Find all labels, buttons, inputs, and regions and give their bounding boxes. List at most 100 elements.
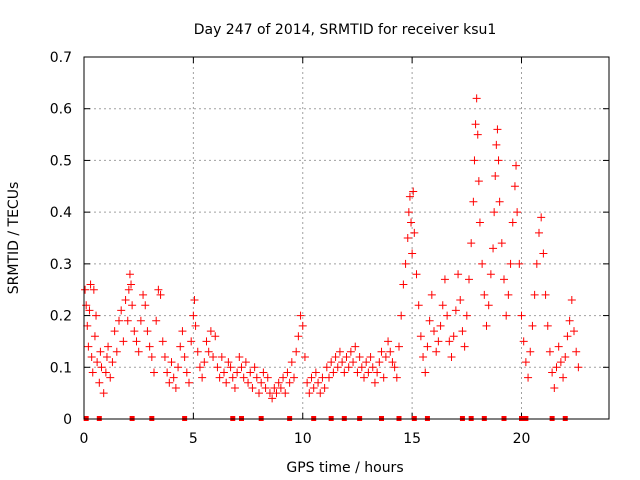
- data-point: [409, 187, 418, 196]
- data-point: [370, 378, 379, 387]
- data-point: [474, 177, 483, 186]
- data-point: [570, 327, 578, 336]
- data-point: [185, 378, 193, 387]
- data-point: [134, 347, 143, 356]
- data-points: [81, 94, 583, 421]
- data-point: [375, 358, 384, 367]
- data-point: [567, 296, 576, 305]
- data-point: [377, 347, 386, 356]
- data-point: [502, 311, 511, 320]
- data-point: [412, 270, 421, 279]
- data-point: [314, 378, 323, 387]
- data-point: [384, 337, 393, 346]
- data-point: [316, 389, 325, 398]
- data-point: [447, 352, 456, 361]
- x-tick-label: 15: [403, 431, 421, 447]
- data-point: [478, 259, 487, 268]
- data-point: [274, 378, 283, 387]
- data-point: [489, 244, 498, 253]
- data-point: [438, 301, 447, 310]
- data-point: [178, 327, 187, 336]
- data-point: [213, 363, 222, 372]
- data-point: [472, 94, 481, 103]
- data-point: [239, 373, 248, 382]
- data-point: [355, 352, 364, 361]
- data-point: [132, 337, 141, 346]
- data-point: [174, 363, 183, 372]
- data-point: [305, 389, 314, 398]
- data-point: [191, 321, 200, 330]
- y-tick-label: 0: [63, 412, 72, 428]
- data-point: [211, 332, 220, 341]
- data-point: [147, 352, 156, 361]
- data-point: [388, 358, 397, 367]
- data-point: [259, 368, 268, 377]
- data-point: [554, 342, 563, 351]
- data-point: [470, 156, 479, 165]
- data-point: [220, 368, 228, 377]
- data-point: [127, 280, 136, 289]
- y-tick-label: 0.5: [50, 153, 72, 169]
- data-point: [403, 234, 412, 242]
- data-point: [480, 290, 489, 299]
- data-point: [513, 208, 522, 217]
- data-point: [508, 218, 517, 227]
- data-point: [128, 301, 137, 310]
- data-point: [436, 321, 445, 330]
- data-point: [298, 321, 307, 330]
- data-point: [541, 290, 550, 299]
- data-point: [84, 342, 93, 351]
- data-point: [206, 327, 215, 336]
- data-point: [187, 337, 196, 346]
- data-point: [292, 347, 301, 356]
- data-point: [497, 239, 506, 248]
- data-point: [410, 228, 419, 237]
- data-point: [202, 337, 211, 346]
- data-point: [467, 239, 476, 248]
- data-point: [294, 332, 303, 341]
- data-point: [152, 316, 161, 325]
- data-point: [228, 373, 237, 382]
- data-point: [160, 352, 169, 361]
- data-point: [217, 352, 226, 361]
- data-point: [104, 342, 113, 351]
- data-point: [381, 352, 390, 361]
- data-point: [325, 373, 333, 382]
- data-point: [167, 358, 176, 367]
- data-point: [99, 389, 108, 398]
- data-point: [556, 358, 565, 367]
- y-axis-label: SRMTID / TECUs: [6, 182, 22, 295]
- data-point: [93, 358, 102, 367]
- data-point: [331, 352, 340, 361]
- data-point: [515, 259, 524, 268]
- data-point: [482, 321, 491, 330]
- data-point: [303, 378, 312, 387]
- data-point: [95, 378, 104, 387]
- data-point: [430, 327, 438, 336]
- data-point: [425, 316, 434, 325]
- data-point: [198, 373, 207, 382]
- data-point: [427, 290, 436, 299]
- data-point: [180, 352, 189, 361]
- data-point: [532, 259, 541, 268]
- data-point: [307, 373, 316, 382]
- data-point: [86, 280, 95, 289]
- data-point: [506, 259, 515, 268]
- data-point: [106, 373, 115, 382]
- plot-frame: [83, 56, 610, 420]
- data-point: [456, 296, 465, 305]
- data-point: [460, 342, 469, 351]
- data-point: [311, 368, 320, 377]
- data-point: [407, 218, 416, 227]
- data-point: [440, 275, 449, 284]
- data-point: [125, 270, 134, 279]
- data-point: [163, 368, 172, 377]
- data-point: [458, 327, 467, 336]
- data-point: [473, 130, 482, 139]
- data-point: [451, 306, 460, 315]
- data-point: [287, 358, 296, 367]
- data-point: [386, 347, 395, 356]
- data-point: [491, 171, 500, 180]
- data-point: [248, 383, 257, 392]
- data-point: [97, 363, 106, 372]
